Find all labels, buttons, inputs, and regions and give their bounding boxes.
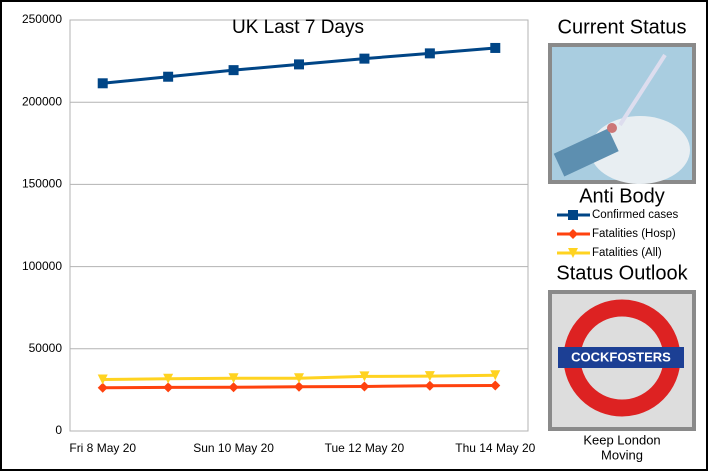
marker — [490, 380, 501, 391]
marker — [424, 48, 435, 59]
outlook-caption: Moving — [601, 447, 643, 462]
marker — [163, 71, 174, 82]
marker — [359, 53, 370, 64]
marker — [97, 382, 108, 393]
marker — [490, 370, 501, 381]
marker — [359, 381, 370, 392]
y-tick-label: 150000 — [22, 177, 62, 191]
marker — [359, 371, 370, 382]
series — [97, 42, 501, 89]
chart-title: UK Last 7 Days — [232, 17, 364, 38]
y-tick-label: 50000 — [29, 341, 63, 355]
glove — [590, 116, 690, 184]
y-tick-label: 200000 — [22, 94, 62, 108]
marker — [97, 78, 108, 89]
marker — [97, 374, 108, 385]
marker — [163, 382, 174, 393]
marker — [568, 248, 578, 258]
sign-text: COCKFOSTERS — [571, 349, 671, 364]
sample — [607, 123, 617, 133]
legend-label: Fatalities (Hosp) — [592, 228, 676, 240]
marker — [490, 42, 501, 53]
status-caption: Anti Body — [579, 185, 665, 207]
outlook-caption: Keep London — [583, 432, 660, 447]
x-tick-label: Thu 14 May 20 — [455, 441, 535, 455]
marker — [163, 373, 174, 384]
series — [97, 380, 501, 393]
roundel-bar — [558, 347, 684, 368]
outlook-heading: Status Outlook — [556, 262, 688, 284]
y-tick-label: 0 — [55, 423, 62, 437]
tray — [553, 128, 619, 177]
roundel-image: COCKFOSTERS — [548, 290, 696, 431]
marker — [294, 373, 304, 384]
x-tick-label: Tue 12 May 20 — [325, 441, 405, 455]
series — [97, 370, 501, 385]
marker — [294, 59, 304, 70]
y-tick-label: 100000 — [22, 259, 62, 273]
marker — [294, 381, 304, 392]
x-tick-label: Fri 8 May 20 — [69, 441, 136, 455]
lab-image — [548, 43, 696, 184]
marker — [228, 382, 239, 393]
legend-label: Fatalities (All) — [592, 247, 662, 259]
y-tick-label: 250000 — [22, 12, 62, 26]
x-tick-label: Sun 10 May 20 — [193, 441, 274, 455]
marker — [424, 380, 435, 391]
marker — [228, 65, 239, 76]
marker — [424, 371, 435, 382]
status-heading: Current Status — [558, 16, 687, 38]
marker — [228, 373, 239, 384]
marker — [568, 229, 578, 239]
pipette — [618, 53, 667, 127]
marker — [568, 210, 578, 220]
legend-label: Confirmed cases — [592, 209, 679, 221]
plot-area — [69, 19, 529, 432]
